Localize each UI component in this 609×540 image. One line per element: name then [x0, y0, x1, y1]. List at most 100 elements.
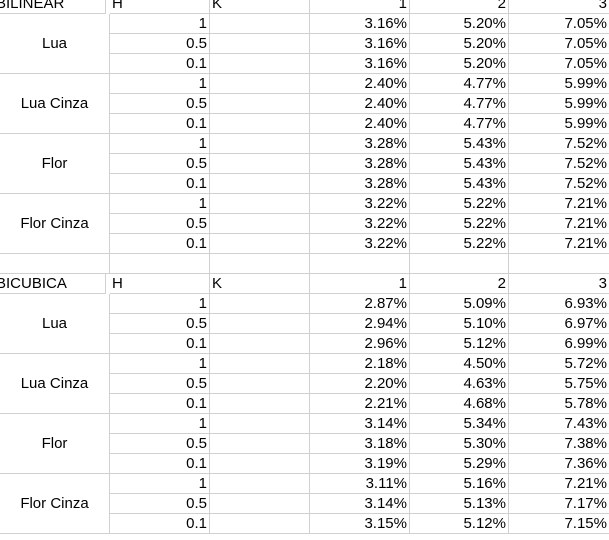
- empty-cell[interactable]: [210, 334, 310, 354]
- group-name-cell[interactable]: Lua Cinza: [0, 354, 110, 414]
- section-title[interactable]: BILINEAR: [0, 0, 106, 14]
- group-name-cell[interactable]: Lua: [0, 294, 110, 354]
- value-cell[interactable]: 5.12%: [410, 514, 509, 534]
- value-cell[interactable]: 5.78%: [509, 394, 609, 414]
- header-cell-col[interactable]: 1: [310, 274, 410, 294]
- k-value-cell[interactable]: 0.1: [110, 394, 210, 414]
- k-value-cell[interactable]: 1: [110, 134, 210, 154]
- header-cell-h[interactable]: H: [110, 0, 210, 14]
- value-cell[interactable]: 7.05%: [509, 14, 609, 34]
- value-cell[interactable]: 3.28%: [310, 174, 410, 194]
- k-value-cell[interactable]: 1: [110, 354, 210, 374]
- group-name-cell[interactable]: Lua Cinza: [0, 74, 110, 134]
- value-cell[interactable]: 4.50%: [410, 354, 509, 374]
- empty-cell[interactable]: [410, 254, 509, 274]
- k-value-cell[interactable]: 0.5: [110, 214, 210, 234]
- value-cell[interactable]: 7.38%: [509, 434, 609, 454]
- empty-cell[interactable]: [210, 14, 310, 34]
- value-cell[interactable]: 2.94%: [310, 314, 410, 334]
- k-value-cell[interactable]: 0.5: [110, 314, 210, 334]
- group-name-cell[interactable]: Flor: [0, 414, 110, 474]
- empty-cell[interactable]: [210, 514, 310, 534]
- value-cell[interactable]: 5.43%: [410, 134, 509, 154]
- k-value-cell[interactable]: 0.5: [110, 434, 210, 454]
- value-cell[interactable]: 2.40%: [310, 94, 410, 114]
- empty-cell[interactable]: [0, 254, 110, 274]
- value-cell[interactable]: 3.14%: [310, 494, 410, 514]
- k-value-cell[interactable]: 1: [110, 14, 210, 34]
- value-cell[interactable]: 5.22%: [410, 214, 509, 234]
- value-cell[interactable]: 2.40%: [310, 114, 410, 134]
- empty-cell[interactable]: [210, 354, 310, 374]
- empty-cell[interactable]: [210, 194, 310, 214]
- empty-cell[interactable]: [210, 254, 310, 274]
- header-cell-h[interactable]: H: [110, 274, 210, 294]
- value-cell[interactable]: 7.21%: [509, 194, 609, 214]
- empty-cell[interactable]: [210, 374, 310, 394]
- header-cell-col[interactable]: 1: [310, 0, 410, 14]
- empty-cell[interactable]: [210, 434, 310, 454]
- empty-cell[interactable]: [210, 34, 310, 54]
- section-title[interactable]: BICUBICA: [0, 274, 106, 294]
- value-cell[interactable]: 3.22%: [310, 234, 410, 254]
- value-cell[interactable]: 5.43%: [410, 154, 509, 174]
- empty-cell[interactable]: [210, 174, 310, 194]
- k-value-cell[interactable]: 0.5: [110, 494, 210, 514]
- value-cell[interactable]: 3.18%: [310, 434, 410, 454]
- value-cell[interactable]: 3.28%: [310, 134, 410, 154]
- value-cell[interactable]: 4.77%: [410, 114, 509, 134]
- empty-cell[interactable]: [509, 254, 609, 274]
- k-value-cell[interactable]: 1: [110, 294, 210, 314]
- empty-cell[interactable]: [210, 494, 310, 514]
- value-cell[interactable]: 6.97%: [509, 314, 609, 334]
- empty-cell[interactable]: [210, 54, 310, 74]
- value-cell[interactable]: 2.20%: [310, 374, 410, 394]
- value-cell[interactable]: 3.16%: [310, 14, 410, 34]
- k-value-cell[interactable]: 0.1: [110, 54, 210, 74]
- header-cell-k[interactable]: K: [210, 0, 310, 14]
- group-name-cell[interactable]: Flor Cinza: [0, 474, 110, 534]
- value-cell[interactable]: 5.16%: [410, 474, 509, 494]
- value-cell[interactable]: 7.43%: [509, 414, 609, 434]
- empty-cell[interactable]: [210, 234, 310, 254]
- k-value-cell[interactable]: 0.1: [110, 234, 210, 254]
- value-cell[interactable]: 3.19%: [310, 454, 410, 474]
- value-cell[interactable]: 5.99%: [509, 94, 609, 114]
- value-cell[interactable]: 5.10%: [410, 314, 509, 334]
- value-cell[interactable]: 5.20%: [410, 54, 509, 74]
- value-cell[interactable]: 5.20%: [410, 14, 509, 34]
- value-cell[interactable]: 3.28%: [310, 154, 410, 174]
- empty-cell[interactable]: [210, 74, 310, 94]
- value-cell[interactable]: 7.05%: [509, 34, 609, 54]
- value-cell[interactable]: 5.34%: [410, 414, 509, 434]
- header-cell-col[interactable]: 3: [509, 274, 609, 294]
- value-cell[interactable]: 5.22%: [410, 194, 509, 214]
- k-value-cell[interactable]: 1: [110, 414, 210, 434]
- k-value-cell[interactable]: 0.5: [110, 34, 210, 54]
- k-value-cell[interactable]: 1: [110, 194, 210, 214]
- value-cell[interactable]: 7.52%: [509, 134, 609, 154]
- value-cell[interactable]: 7.17%: [509, 494, 609, 514]
- value-cell[interactable]: 5.72%: [509, 354, 609, 374]
- value-cell[interactable]: 5.30%: [410, 434, 509, 454]
- k-value-cell[interactable]: 1: [110, 474, 210, 494]
- header-cell-col[interactable]: 2: [410, 0, 509, 14]
- k-value-cell[interactable]: 0.5: [110, 94, 210, 114]
- header-cell-col[interactable]: 3: [509, 0, 609, 14]
- empty-cell[interactable]: [210, 154, 310, 174]
- value-cell[interactable]: 7.05%: [509, 54, 609, 74]
- empty-cell[interactable]: [210, 134, 310, 154]
- value-cell[interactable]: 5.09%: [410, 294, 509, 314]
- k-value-cell[interactable]: 0.1: [110, 114, 210, 134]
- value-cell[interactable]: 7.36%: [509, 454, 609, 474]
- value-cell[interactable]: 2.96%: [310, 334, 410, 354]
- empty-cell[interactable]: [110, 254, 210, 274]
- k-value-cell[interactable]: 1: [110, 74, 210, 94]
- group-name-cell[interactable]: Flor: [0, 134, 110, 194]
- value-cell[interactable]: 2.18%: [310, 354, 410, 374]
- empty-cell[interactable]: [210, 114, 310, 134]
- value-cell[interactable]: 3.14%: [310, 414, 410, 434]
- value-cell[interactable]: 7.52%: [509, 154, 609, 174]
- empty-cell[interactable]: [210, 94, 310, 114]
- value-cell[interactable]: 4.63%: [410, 374, 509, 394]
